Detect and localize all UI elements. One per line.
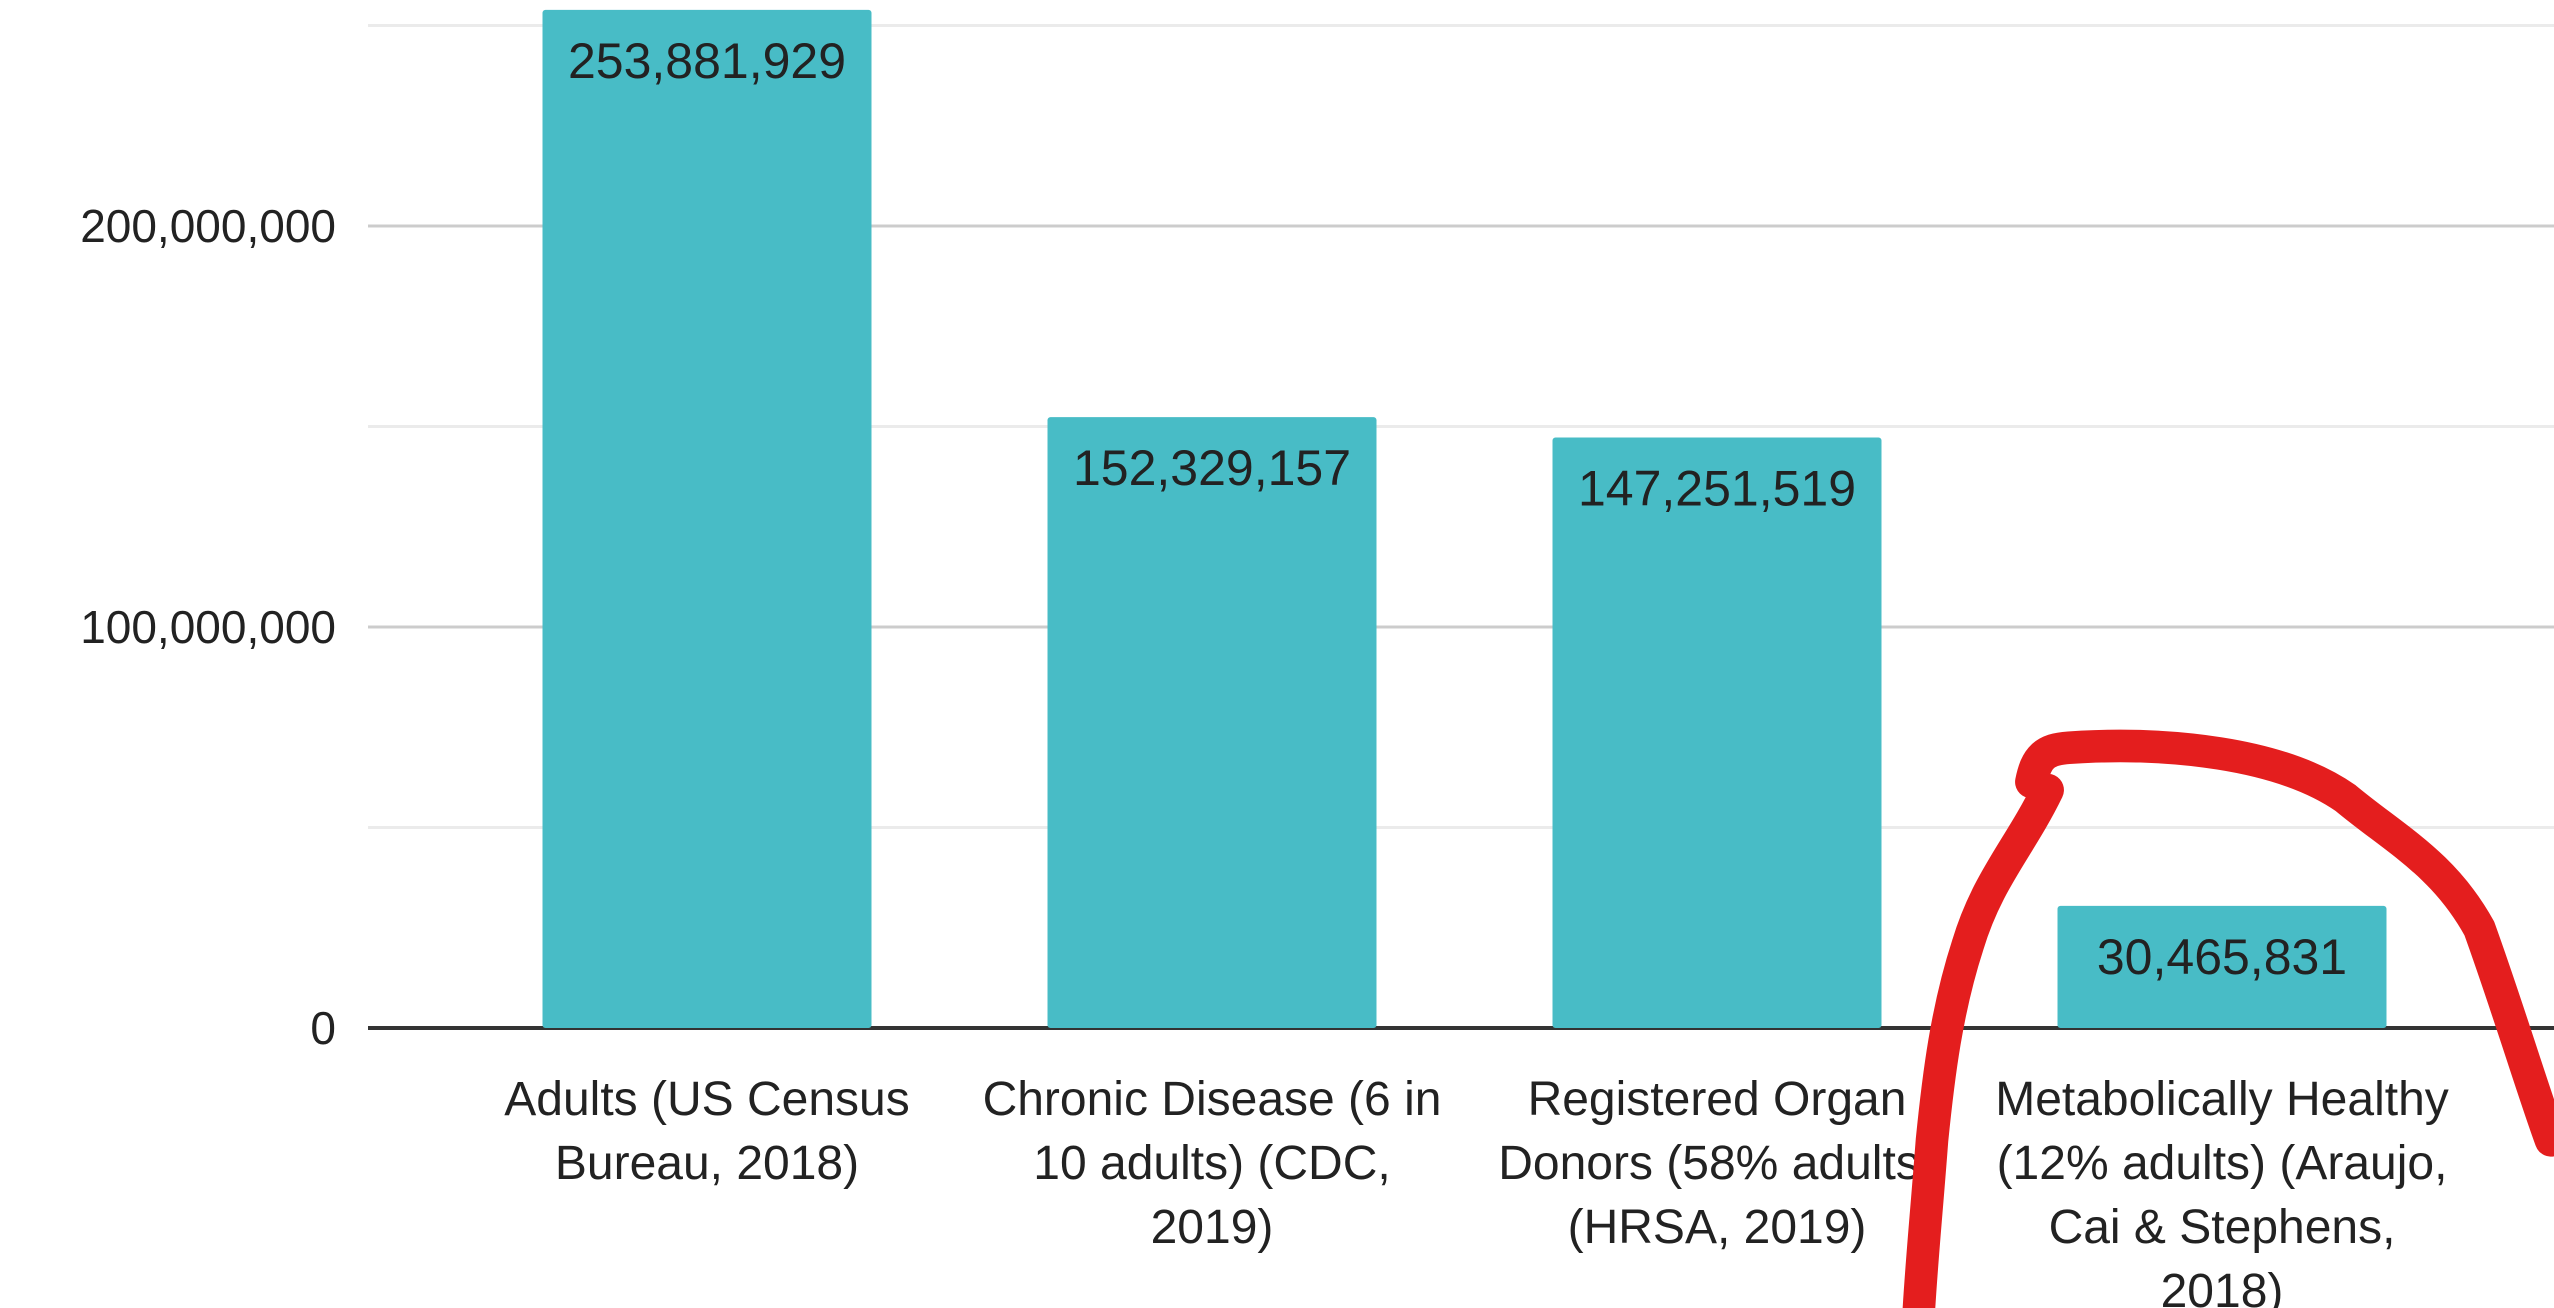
- value-label: 30,465,831: [2097, 929, 2347, 985]
- y-tick-label: 0: [310, 1002, 336, 1054]
- labels: 0 100,000,000 200,000,000 253,881,929 Adults…: [80, 33, 2449, 1308]
- bar: [1552, 437, 1882, 1028]
- bar: [2057, 905, 2387, 1028]
- red-annotation-circle: [1902, 729, 2554, 1308]
- x-tick-label: Metabolically Healthy (12% adults) (Arauj…: [1995, 1073, 2449, 1308]
- x-tick-label: Adults (US Census Bureau, 2018): [504, 1073, 910, 1190]
- x-tick-label: Chronic Disease (6 in 10 adults) (CDC, 201…: [983, 1073, 1442, 1254]
- value-label: 253,881,929: [568, 33, 846, 89]
- x-tick-label: Registered Organ Donors (58% adults) (HRSA…: [1498, 1073, 1936, 1254]
- bars: [542, 9, 2387, 1028]
- bar: [542, 9, 872, 1028]
- y-tick-label: 200,000,000: [80, 200, 336, 252]
- value-label: 147,251,519: [1578, 461, 1856, 517]
- value-label: 152,329,157: [1073, 440, 1351, 496]
- y-tick-label: 100,000,000: [80, 601, 336, 653]
- bar: [1047, 417, 1377, 1028]
